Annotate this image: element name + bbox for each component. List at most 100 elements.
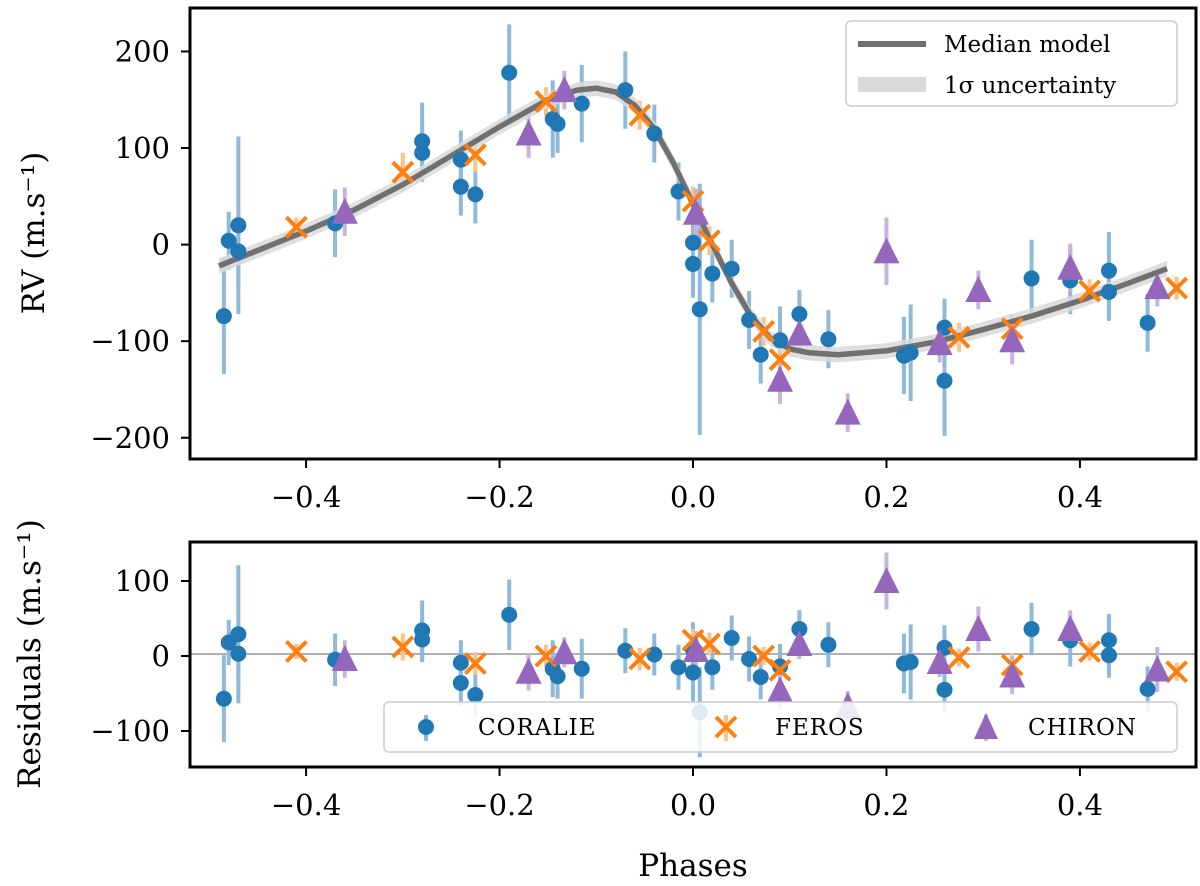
coralie-point xyxy=(685,255,701,272)
coralie-point xyxy=(723,260,740,277)
feros-point xyxy=(391,635,415,659)
chiron-point xyxy=(1057,253,1084,280)
chiron-point xyxy=(331,645,358,671)
residuals-markers xyxy=(215,567,1189,721)
chiron-point xyxy=(515,657,542,684)
res-x-tick-label: 0.0 xyxy=(670,788,716,822)
feros-point xyxy=(463,143,487,167)
coralie-point xyxy=(1023,270,1040,287)
chiron-point xyxy=(965,275,992,302)
feros-point xyxy=(768,348,792,371)
feros-point xyxy=(1165,276,1189,300)
rv-legend-box xyxy=(845,20,1178,107)
coralie-point xyxy=(936,681,953,698)
chiron-point xyxy=(1057,615,1084,641)
coralie-point xyxy=(414,622,431,639)
coralie-point xyxy=(670,183,687,200)
rv-x-tick-label: −0.4 xyxy=(271,480,341,514)
chiron-point xyxy=(551,638,578,665)
coralie-point xyxy=(573,95,590,112)
coralie-point xyxy=(1100,647,1117,664)
coralie-point xyxy=(1100,262,1117,279)
chiron-point xyxy=(834,398,861,425)
coralie-point xyxy=(573,660,590,677)
rv-panel: −0.4 −0.2 0.0 0.2 0.4 −200 −100 0 100 200 RV (m.… xyxy=(16,6,1198,514)
res-x-tick-label: 0.4 xyxy=(1057,788,1103,822)
legend-chiron-label: CHIRON xyxy=(1028,715,1137,741)
chiron-point xyxy=(682,198,709,225)
rv-legend: Median model 1σ uncertainty xyxy=(845,20,1178,107)
coralie-point xyxy=(685,234,701,251)
rv-y-ticks: −200 −100 0 100 200 xyxy=(90,34,190,455)
x-axis-label: Phases xyxy=(638,848,747,884)
coralie-point xyxy=(646,125,663,142)
rv-x-ticks: −0.4 −0.2 0.0 0.2 0.4 xyxy=(271,459,1103,514)
coralie-point xyxy=(820,331,837,348)
coralie-point xyxy=(215,308,232,325)
rv-y-axis-label: RV (m.s⁻¹) xyxy=(16,152,52,315)
legend-coralie-marker xyxy=(418,719,434,735)
chiron-point xyxy=(331,197,358,224)
coralie-point xyxy=(230,243,247,260)
res-x-tick-label: −0.2 xyxy=(464,788,534,822)
chiron-point xyxy=(1144,273,1171,300)
res-x-tick-label: −0.4 xyxy=(271,788,341,822)
coralie-point xyxy=(467,687,484,703)
legend-feros-marker xyxy=(714,715,738,739)
coralie-point xyxy=(704,265,721,282)
feros-point xyxy=(463,652,487,675)
rv-y-tick-label: 200 xyxy=(115,34,170,68)
residuals-legend: CORALIE FEROS CHIRON xyxy=(383,701,1178,753)
coralie-point xyxy=(230,626,247,643)
coralie-point xyxy=(1139,314,1156,331)
residuals-y-ticks: −100 0 100 xyxy=(90,564,190,748)
legend-median-model-label: Median model xyxy=(944,32,1110,58)
rv-y-tick-label: 100 xyxy=(115,131,170,165)
feros-point xyxy=(284,215,308,239)
feros-point xyxy=(628,647,652,671)
median-model-line xyxy=(217,85,1168,358)
coralie-point xyxy=(230,217,247,234)
coralie-point xyxy=(414,133,431,150)
chiron-point xyxy=(515,119,542,146)
residuals-y-axis-label: Residuals (m.s⁻¹) xyxy=(12,519,48,789)
coralie-point xyxy=(1139,681,1156,697)
residuals-panel: −0.4 −0.2 0.0 0.2 0.4 −100 0 100 Residuals (m.… xyxy=(12,519,1198,884)
rv-x-tick-label: −0.2 xyxy=(464,480,534,514)
legend-uncertainty-swatch xyxy=(858,77,926,92)
coralie-point xyxy=(414,144,431,161)
res-y-tick-label: 100 xyxy=(115,564,170,598)
rv-x-tick-label: 0.0 xyxy=(670,480,716,514)
rv-x-tick-label: 0.2 xyxy=(863,480,909,514)
chiron-point xyxy=(873,237,900,264)
coralie-point xyxy=(752,346,769,363)
chiron-point xyxy=(1144,655,1171,682)
coralie-point xyxy=(691,301,708,318)
legend-chiron-marker xyxy=(974,713,998,739)
coralie-point xyxy=(452,675,469,691)
coralie-point xyxy=(791,621,808,637)
rv-markers xyxy=(215,64,1189,425)
feros-point xyxy=(768,658,792,682)
feros-point xyxy=(1078,640,1102,663)
coralie-point xyxy=(741,651,758,667)
coralie-point xyxy=(220,232,237,249)
chiron-point xyxy=(682,636,709,662)
res-x-tick-label: 0.2 xyxy=(863,788,909,822)
feros-point xyxy=(534,90,558,114)
coralie-point xyxy=(723,630,740,646)
chiron-point xyxy=(926,329,953,356)
coralie-point xyxy=(467,186,484,203)
coralie-point xyxy=(617,642,634,659)
chiron-point xyxy=(873,567,900,593)
coralie-point xyxy=(902,344,919,361)
chiron-point xyxy=(786,319,813,346)
feros-point xyxy=(1165,660,1189,684)
feros-point xyxy=(947,325,971,349)
coralie-point xyxy=(452,654,469,671)
chiron-point xyxy=(767,676,794,703)
coralie-point xyxy=(670,659,687,676)
coralie-point xyxy=(752,669,769,685)
coralie-point xyxy=(1100,283,1117,300)
